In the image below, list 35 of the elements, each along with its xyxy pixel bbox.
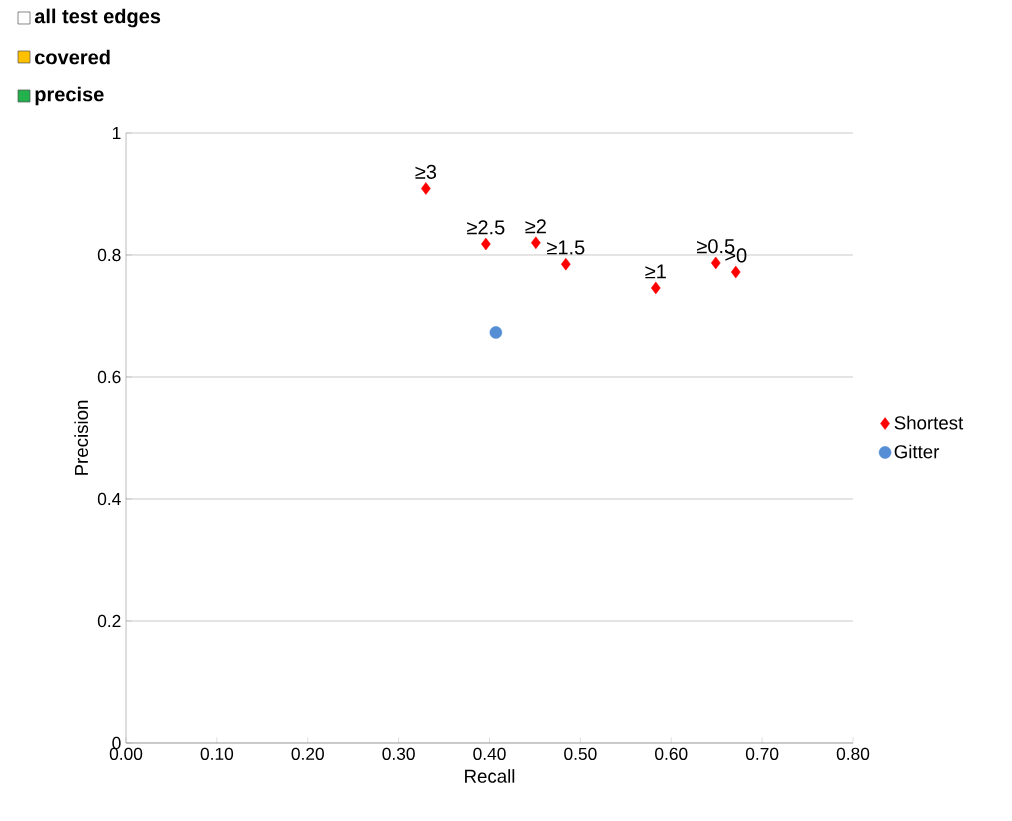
point [561, 257, 571, 271]
data-label: ≥2.5 [467, 220, 505, 235]
y-axis-title: Precision [74, 400, 89, 475]
point [481, 237, 491, 251]
y-tick-label: 0 [112, 736, 121, 750]
x-axis-title: Recall [465, 769, 515, 783]
point [651, 281, 661, 295]
x-tick-label: 0.70 [745, 747, 779, 760]
x-tick-label: 0.10 [200, 747, 234, 760]
legend-label: all test edges [34, 8, 161, 28]
y-tick-label: 1 [112, 127, 121, 139]
point [711, 256, 721, 270]
y-tick-label: 0.8 [97, 248, 121, 262]
legend-label: precise [35, 86, 104, 106]
data-label: ≥1.5 [547, 240, 585, 255]
legend-label: Shortest [894, 415, 964, 430]
y-tick-label: 0.4 [97, 492, 121, 506]
y-tick-label: 0.2 [97, 614, 121, 628]
x-tick-label: 0.30 [382, 747, 415, 760]
x-tick-label: 0.00 [109, 747, 143, 760]
legend-label: covered [35, 49, 110, 65]
point [531, 236, 541, 250]
x-tick-label: 0.20 [291, 747, 324, 760]
x-tick-label: 0.50 [564, 747, 597, 760]
point [421, 182, 431, 195]
point [731, 265, 741, 279]
data-label: ≥3 [415, 164, 437, 179]
x-tick-label: 0.80 [836, 747, 870, 760]
legend-label: Gitter [894, 444, 940, 459]
y-tick-label: 0.6 [97, 370, 121, 384]
data-label: ≥1 [645, 264, 666, 279]
data-label: ≥2 [525, 219, 546, 234]
x-tick-label: 0.40 [473, 747, 506, 760]
x-tick-label: 0.60 [655, 747, 688, 760]
point [489, 326, 503, 339]
